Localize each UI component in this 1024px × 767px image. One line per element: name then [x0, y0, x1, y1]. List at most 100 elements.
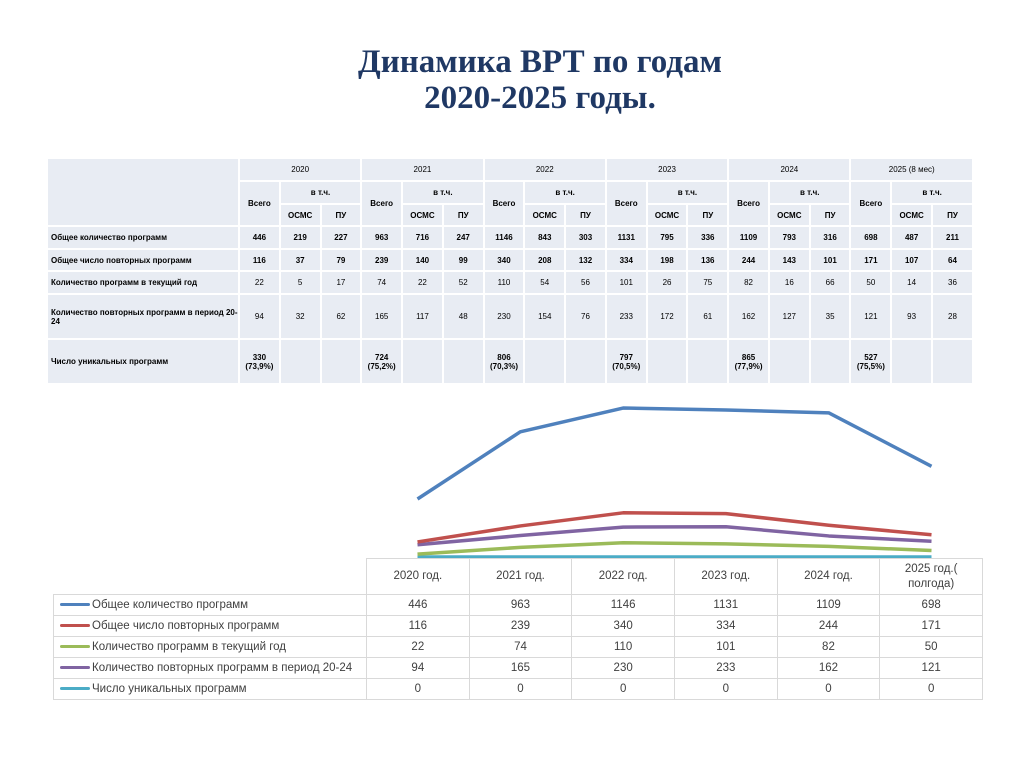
slide-title: Динамика ВРТ по годам 2020-2025 годы. — [0, 44, 1024, 116]
data-label: 0 — [776, 678, 881, 700]
table-cell: 37 — [278, 248, 322, 272]
header-empty — [46, 157, 240, 227]
table-cell: 107 — [890, 248, 934, 272]
table-cell: 79 — [319, 248, 363, 272]
table-cell — [645, 338, 689, 385]
table-cell — [890, 338, 934, 385]
table-cell: 165 — [360, 293, 404, 340]
total-header: Всего — [482, 180, 526, 227]
table-cell: 143 — [767, 248, 811, 272]
data-label: 1146 — [571, 594, 675, 616]
table-cell: 94 — [238, 293, 281, 340]
osms-header: ОСМС — [401, 203, 444, 227]
table-cell: 62 — [319, 293, 363, 340]
legend-entry: Количество повторных программ в период 2… — [53, 657, 367, 679]
table-cell: 865 (77,9%) — [727, 338, 770, 385]
data-label: 165 — [468, 657, 573, 679]
table-row: Общее число повторных программ 116 37 79 239… — [46, 248, 974, 272]
table-row: Число уникальных программ 330 (73,9%) 724 … — [46, 338, 974, 385]
year-header: 2020 — [237, 157, 363, 182]
data-label: 94 — [366, 657, 470, 679]
table-cell: 340 — [482, 248, 526, 272]
data-label: 171 — [879, 615, 983, 637]
chart-data-table: 2020 год. 2021 год. 2022 год. 2023 год. 2024… — [53, 558, 983, 700]
table-row: Количество программ в текущий год 22 5 17 74… — [46, 270, 974, 295]
table-cell: 66 — [808, 270, 852, 295]
legend-swatch-icon — [60, 624, 90, 628]
table-cell: 334 — [604, 248, 648, 272]
table-cell: 230 — [482, 293, 526, 340]
table-cell: 48 — [441, 293, 485, 340]
table-cell: 963 — [360, 225, 404, 250]
data-label: 0 — [571, 678, 675, 700]
year-header: 2025 (8 мес) — [849, 157, 974, 182]
table-cell: 795 — [645, 225, 689, 250]
incl-header: в т.ч. — [890, 180, 974, 205]
table-cell: 22 — [238, 270, 281, 295]
osms-header: ОСМС — [278, 203, 322, 227]
series-name: Число уникальных программ — [92, 683, 247, 695]
table-cell: 52 — [441, 270, 485, 295]
legend-entry: Общее число повторных программ — [53, 615, 367, 637]
table-cell: 101 — [808, 248, 852, 272]
table-cell: 75 — [686, 270, 730, 295]
table-cell: 76 — [564, 293, 607, 340]
total-header: Всего — [360, 180, 404, 227]
category-label: 2022 год. — [571, 558, 675, 595]
table-cell: 336 — [686, 225, 730, 250]
title-line-1: Динамика ВРТ по годам — [358, 44, 722, 80]
table-cell: 99 — [441, 248, 485, 272]
data-label: 340 — [571, 615, 675, 637]
table-cell: 74 — [360, 270, 404, 295]
table-cell: 172 — [645, 293, 689, 340]
table-row: Количество повторных программ в период 2… — [53, 657, 983, 679]
series-name: Количество программ в текущий год — [92, 641, 287, 653]
table-row: Число уникальных программ 0 0 0 0 0 0 — [53, 678, 983, 700]
table-cell: 724 (75,2%) — [360, 338, 404, 385]
osms-header: ОСМС — [767, 203, 811, 227]
total-header: Всего — [604, 180, 648, 227]
series-line — [416, 406, 933, 501]
legend-entry: Общее количество программ — [53, 594, 367, 616]
data-label: 121 — [879, 657, 983, 679]
data-label: 101 — [673, 636, 778, 658]
row-label: Общее число повторных программ — [46, 248, 240, 272]
header-empty — [53, 558, 367, 595]
table-cell: 16 — [767, 270, 811, 295]
data-label: 244 — [776, 615, 881, 637]
data-label: 162 — [776, 657, 881, 679]
incl-header: в т.ч. — [645, 180, 730, 205]
table-row: Количество программ в текущий год 22 74 110… — [53, 636, 983, 658]
table-cell: 54 — [523, 270, 567, 295]
data-label: 110 — [571, 636, 675, 658]
table-cell — [931, 338, 974, 385]
data-label: 334 — [673, 615, 778, 637]
legend-entry: Число уникальных программ — [53, 678, 367, 700]
table-cell: 1146 — [482, 225, 526, 250]
table-cell: 303 — [564, 225, 607, 250]
series-name: Количество повторных программ в период 2… — [92, 662, 353, 674]
data-label: 239 — [468, 615, 573, 637]
osms-header: ОСМС — [645, 203, 689, 227]
table-cell: 527 (75,5%) — [849, 338, 893, 385]
category-label: 2020 год. — [366, 558, 470, 595]
table-cell: 793 — [767, 225, 811, 250]
table-cell: 17 — [319, 270, 363, 295]
title-line-2: 2020-2025 годы. — [424, 80, 656, 116]
table-cell: 208 — [523, 248, 567, 272]
category-label: 2023 год. — [673, 558, 778, 595]
table-cell — [808, 338, 852, 385]
table-cell — [278, 338, 322, 385]
table-cell: 330 (73,9%) — [238, 338, 281, 385]
pu-header: ПУ — [441, 203, 485, 227]
table-cell — [564, 338, 607, 385]
series-line — [417, 524, 932, 547]
incl-header: в т.ч. — [523, 180, 607, 205]
data-label: 963 — [468, 594, 573, 616]
row-label: Число уникальных программ — [46, 338, 240, 385]
data-label: 82 — [776, 636, 881, 658]
table-cell: 487 — [890, 225, 934, 250]
legend-swatch-icon — [60, 687, 90, 691]
table-cell: 61 — [686, 293, 730, 340]
row-label: Общее количество программ — [46, 225, 240, 250]
